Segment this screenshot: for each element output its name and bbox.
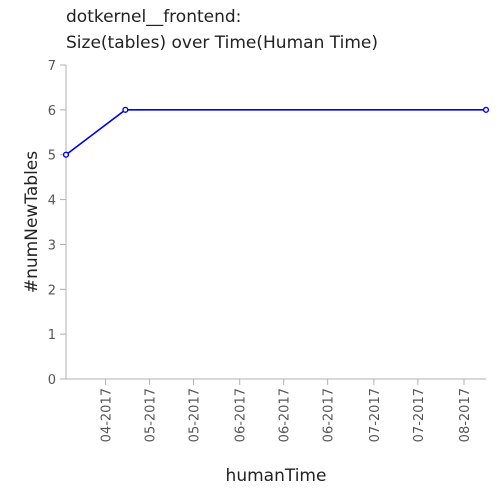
y-tick-label: 6 [48,104,56,119]
x-tick-label: 07-2017 [368,388,383,442]
x-tick-label: 04-2017 [100,388,115,442]
y-tick-label: 5 [48,149,56,164]
y-tick-label: 4 [48,194,56,209]
x-tick-label: 07-2017 [412,388,427,442]
y-tick-label: 1 [48,328,56,343]
x-axis-title: humanTime [226,466,327,486]
y-tick-label: 3 [48,238,56,253]
series-line [65,109,486,156]
y-tick-label: 7 [48,59,56,74]
y-axis-title: #numNewTables [22,151,42,293]
data-point [122,106,129,113]
data-point [482,106,490,113]
x-tick-label: 05-2017 [144,388,159,442]
y-tick-label: 2 [48,283,56,298]
data-point [62,151,70,158]
x-tick-label: 05-2017 [188,388,203,442]
x-tick-label: 06-2017 [278,388,293,442]
chart-title-line-2: Size(tables) over Time(Human Time) [66,33,378,53]
y-tick-label: 0 [48,373,56,388]
x-tick-label: 06-2017 [234,388,249,442]
x-tick-label: 06-2017 [322,388,337,442]
x-tick-label: 08-2017 [458,388,473,442]
chart-title-line-1: dotkernel__frontend: [66,7,242,27]
